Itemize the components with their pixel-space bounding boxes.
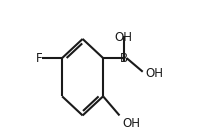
Text: OH: OH xyxy=(115,31,133,44)
Text: F: F xyxy=(36,52,43,65)
Text: B: B xyxy=(120,52,128,65)
Text: OH: OH xyxy=(146,67,163,80)
Text: OH: OH xyxy=(122,117,140,130)
